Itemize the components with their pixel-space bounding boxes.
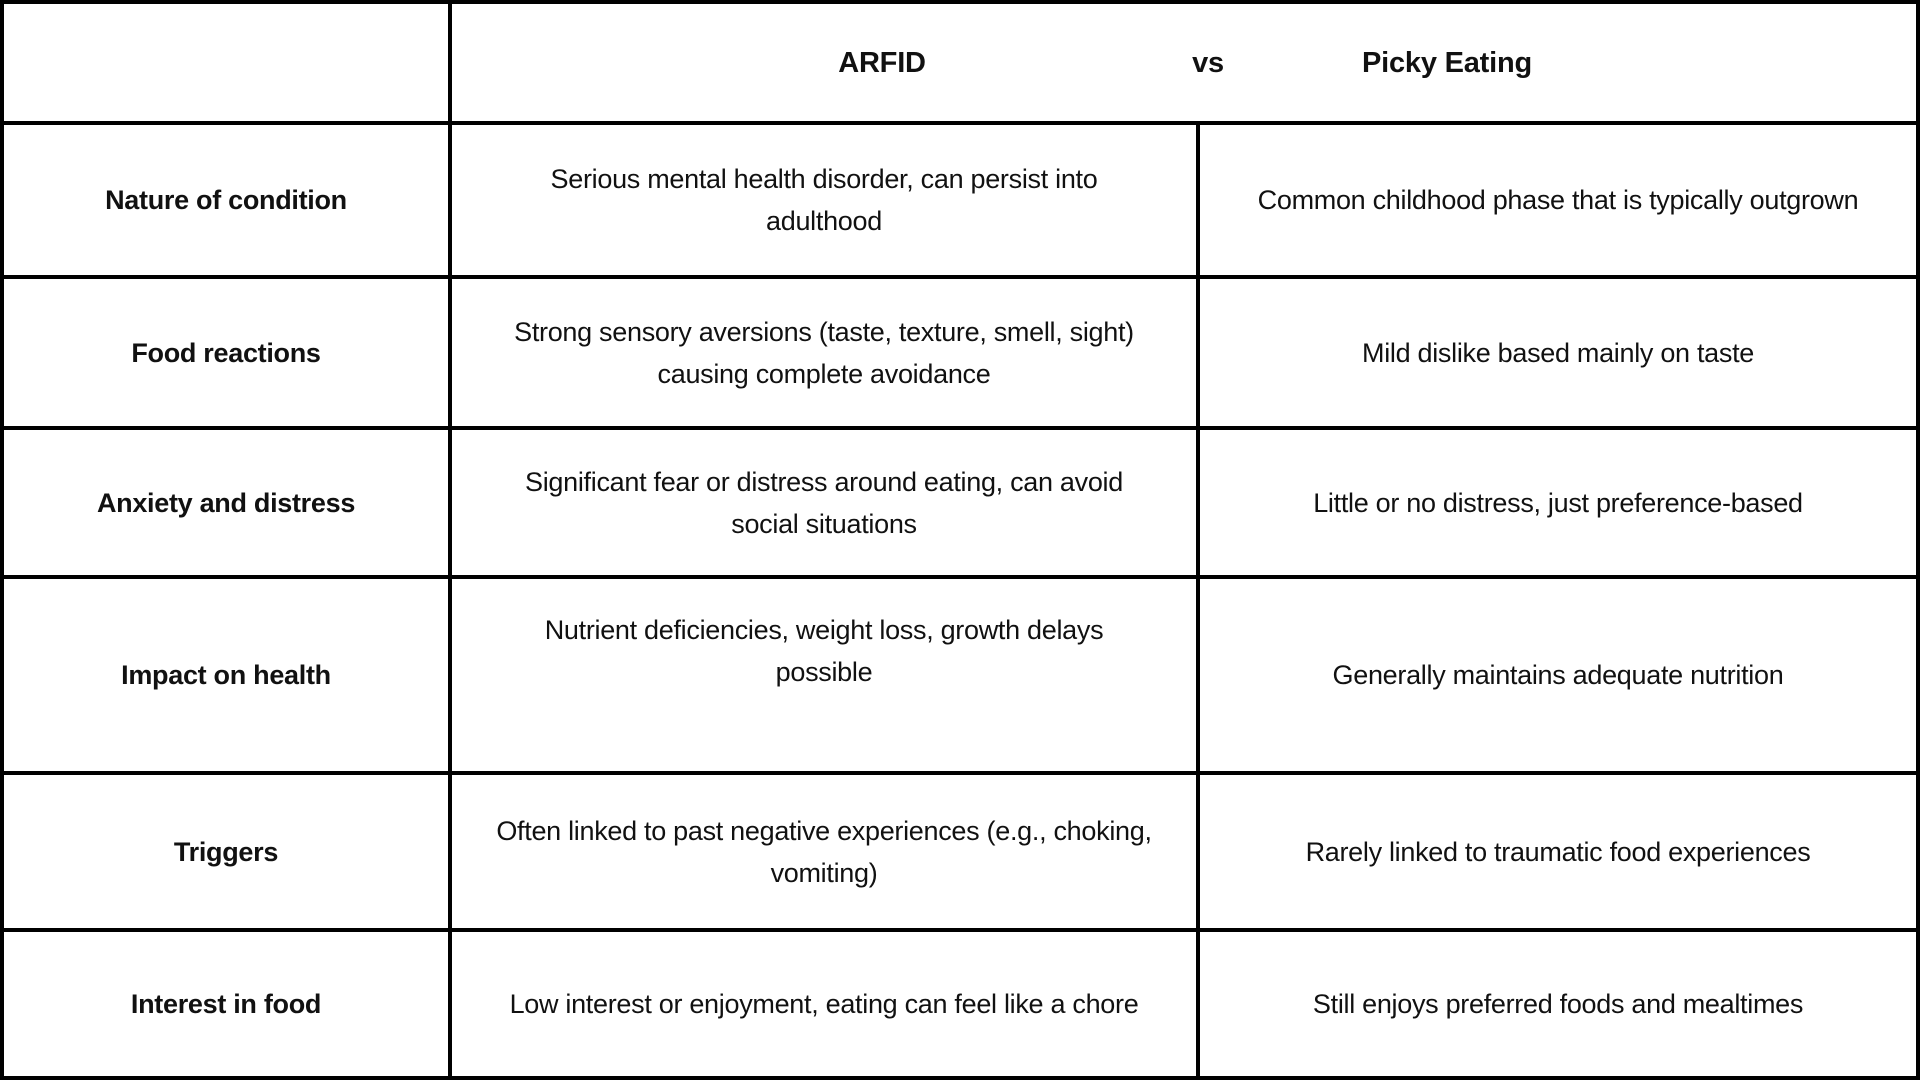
header-vs-label: vs — [1192, 46, 1224, 79]
row-label: Anxiety and distress — [4, 430, 448, 575]
row-label: Interest in food — [4, 932, 448, 1076]
table-header: ARFID vs Picky Eating — [452, 4, 1916, 121]
arfid-cell: Significant fear or distress around eati… — [452, 430, 1196, 575]
row-label: Nature of condition — [4, 125, 448, 275]
arfid-cell: Nutrient deficiencies, weight loss, grow… — [452, 579, 1196, 771]
header-arfid-label: ARFID — [838, 46, 926, 79]
picky-eating-cell: Common childhood phase that is typically… — [1200, 125, 1916, 275]
picky-eating-cell: Little or no distress, just preference-b… — [1200, 430, 1916, 575]
arfid-cell: Serious mental health disorder, can pers… — [452, 125, 1196, 275]
arfid-cell: Often linked to past negative experience… — [452, 775, 1196, 928]
row-label: Food reactions — [4, 279, 448, 426]
row-label: Triggers — [4, 775, 448, 928]
picky-eating-cell: Still enjoys preferred foods and mealtim… — [1200, 932, 1916, 1076]
picky-eating-cell: Mild dislike based mainly on taste — [1200, 279, 1916, 426]
picky-eating-cell: Generally maintains adequate nutrition — [1200, 579, 1916, 771]
row-label: Impact on health — [4, 579, 448, 771]
header-picky-eating-label: Picky Eating — [1361, 46, 1533, 79]
corner-cell — [4, 4, 448, 121]
arfid-cell: Low interest or enjoyment, eating can fe… — [452, 932, 1196, 1076]
picky-eating-cell: Rarely linked to traumatic food experien… — [1200, 775, 1916, 928]
arfid-cell: Strong sensory aversions (taste, texture… — [452, 279, 1196, 426]
